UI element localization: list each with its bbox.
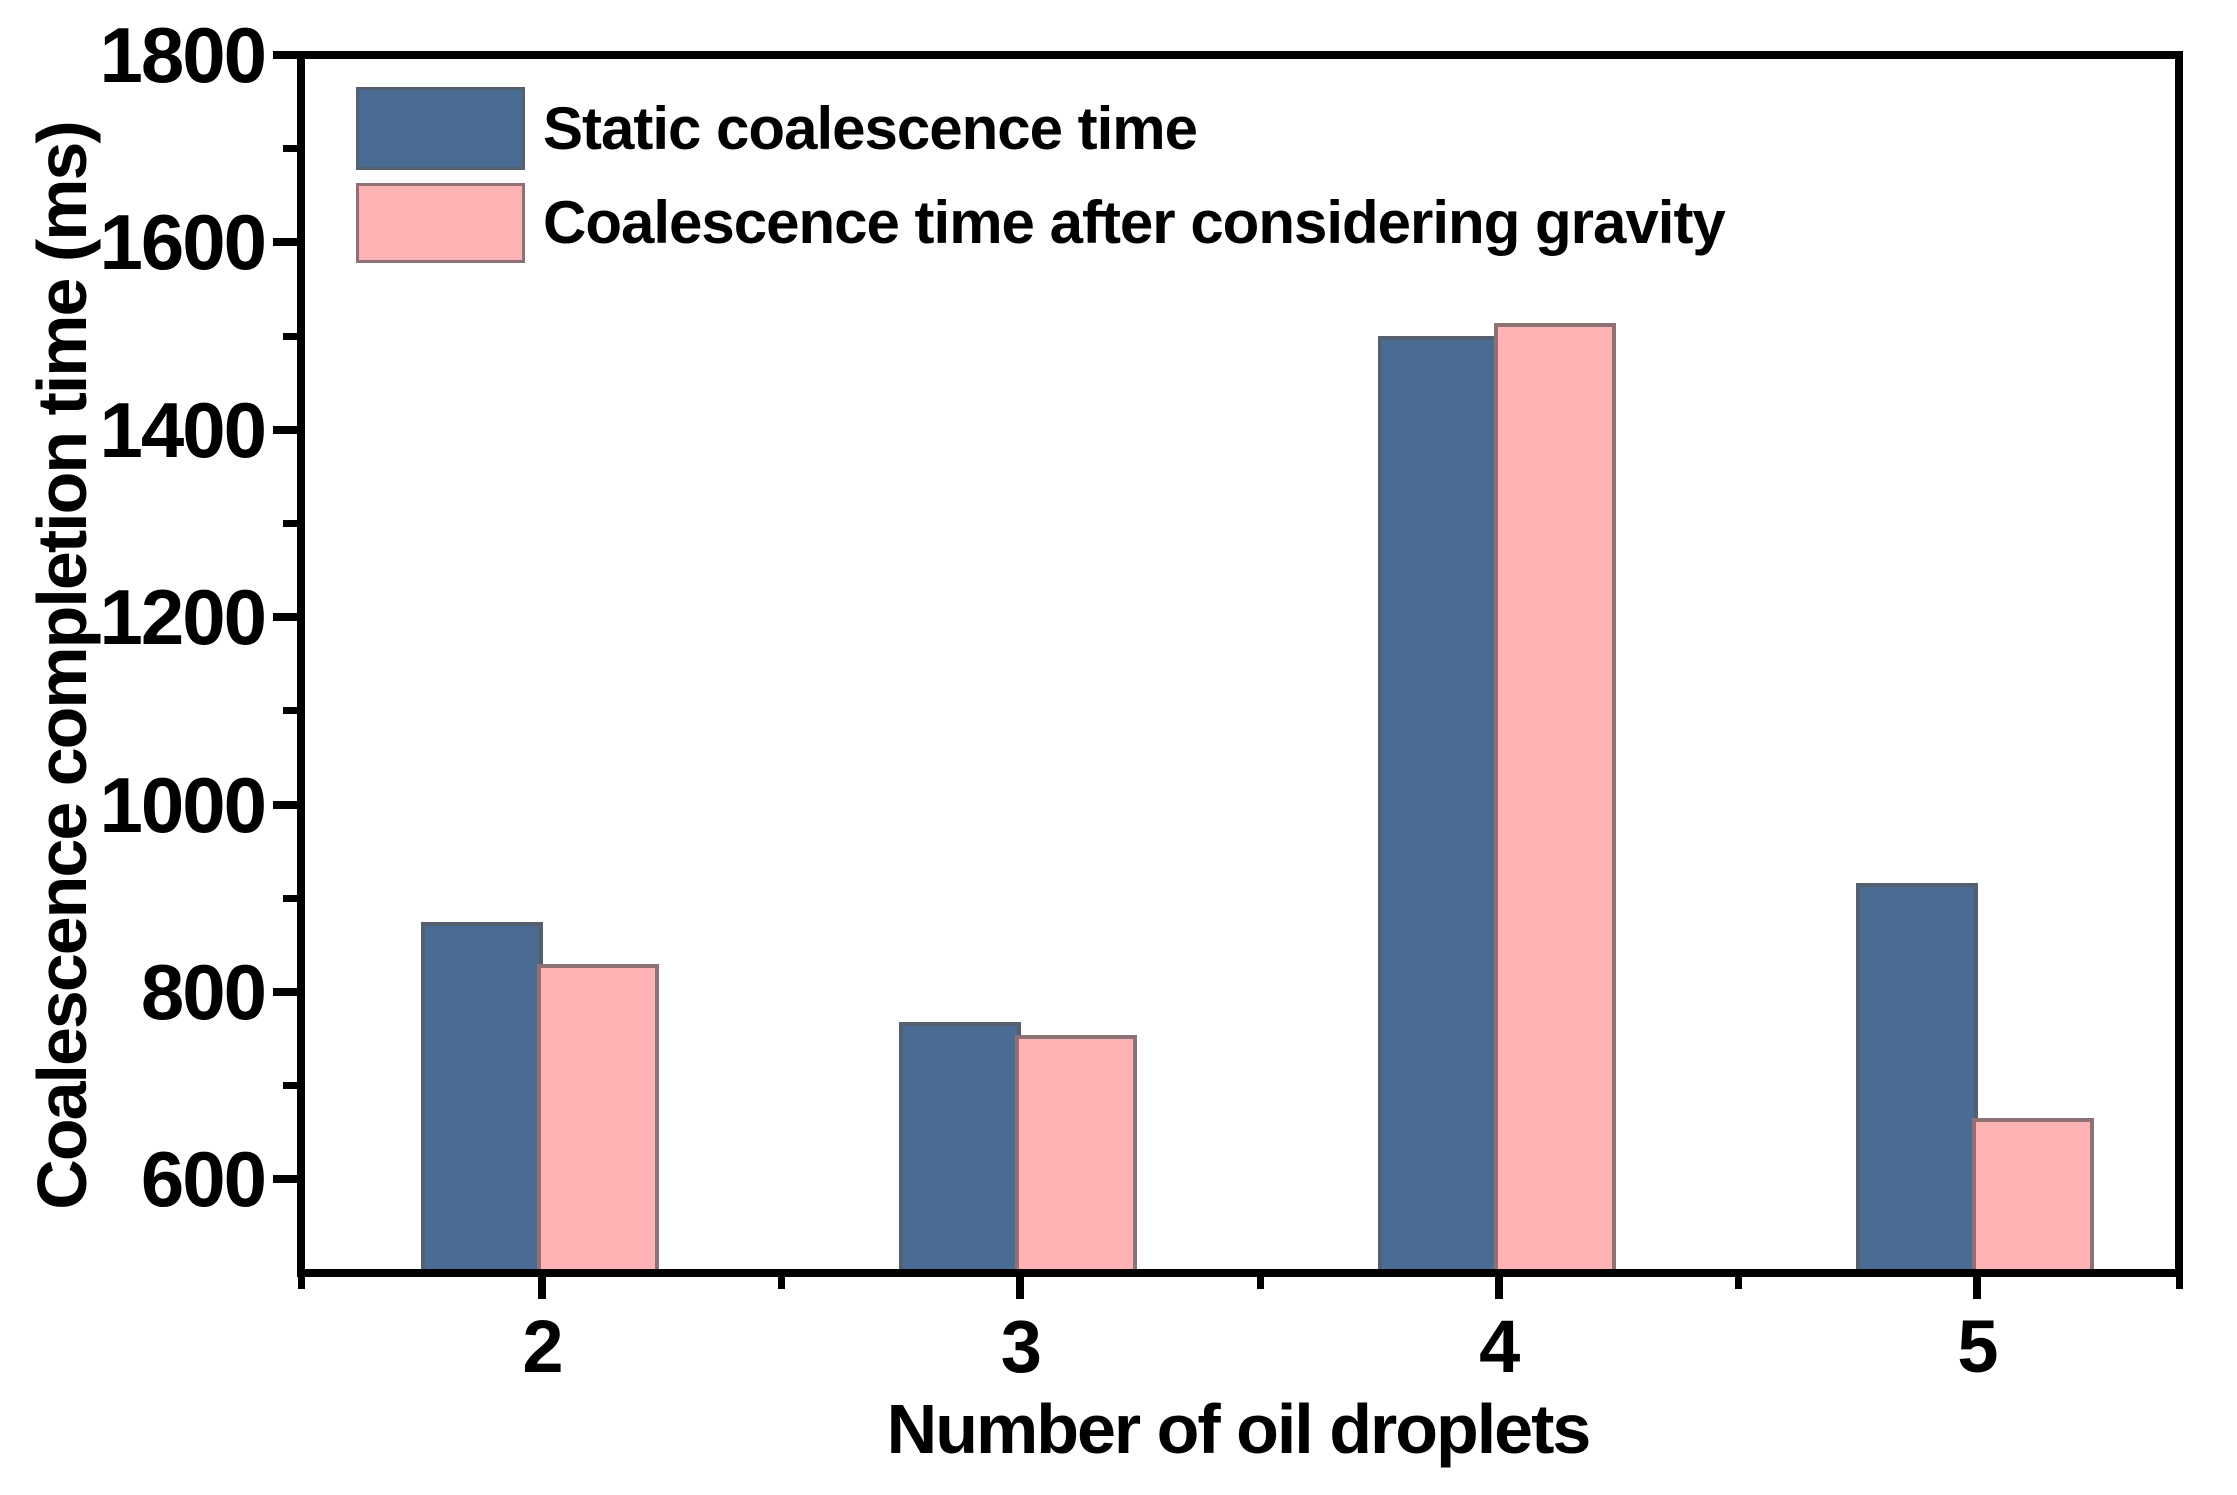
y-tick-label: 1400 <box>99 385 267 474</box>
bar-static-cat4 <box>1377 336 1500 1273</box>
y-axis-major-tick <box>273 613 297 622</box>
y-tick-label: 1000 <box>99 760 267 849</box>
bar-gravity-cat4 <box>1493 322 1616 1273</box>
bar-static-cat5 <box>1855 883 1978 1273</box>
x-tick-label: 5 <box>1957 1305 1998 1388</box>
y-tick-label: 800 <box>140 947 267 1036</box>
x-tick-label: 3 <box>1000 1305 1042 1388</box>
y-tick-label: 1200 <box>99 573 267 662</box>
y-axis-major-tick <box>273 1175 297 1184</box>
y-axis-minor-tick <box>283 1082 297 1090</box>
y-axis-major-tick <box>273 425 297 434</box>
y-axis-minor-tick <box>283 332 297 340</box>
legend-swatch-static <box>356 87 525 170</box>
bar-static-cat3 <box>899 1021 1022 1273</box>
x-axis-title: Number of oil droplets <box>886 1390 1592 1468</box>
x-axis-major-tick <box>1972 1277 1981 1299</box>
y-axis-minor-tick <box>283 145 297 153</box>
x-axis-major-tick <box>1494 1277 1503 1299</box>
y-axis-major-tick <box>273 51 297 59</box>
x-tick-label: 4 <box>1479 1305 1520 1388</box>
bar-gravity-cat5 <box>1971 1118 2094 1273</box>
bar-gravity-cat3 <box>1015 1035 1138 1273</box>
x-axis-major-tick <box>538 1277 546 1299</box>
x-axis-minor-tick <box>297 1277 305 1289</box>
y-axis-major-tick <box>273 800 297 809</box>
x-axis-major-tick <box>1016 1277 1025 1299</box>
x-axis-minor-tick <box>1734 1277 1742 1289</box>
y-tick-label: 1800 <box>99 11 267 99</box>
y-tick-label: 600 <box>140 1135 267 1224</box>
x-axis-minor-tick <box>777 1277 785 1289</box>
x-axis-minor-tick <box>1256 1277 1264 1289</box>
x-tick-label: 2 <box>522 1305 563 1388</box>
bar-gravity-cat2 <box>537 963 659 1273</box>
y-tick-label: 1600 <box>99 198 267 287</box>
legend-swatch-gravity <box>356 183 525 263</box>
bar-static-cat2 <box>421 921 543 1273</box>
legend-label-gravity: Coalescence time after considering gravi… <box>543 189 1726 256</box>
legend-label-static: Static coalescence time <box>543 94 1198 162</box>
y-axis-major-tick <box>273 238 297 247</box>
y-axis-minor-tick <box>283 519 297 527</box>
x-axis-minor-tick <box>2175 1277 2183 1289</box>
y-axis-minor-tick <box>283 707 297 715</box>
y-axis-minor-tick <box>283 894 297 902</box>
y-axis-major-tick <box>273 987 297 996</box>
